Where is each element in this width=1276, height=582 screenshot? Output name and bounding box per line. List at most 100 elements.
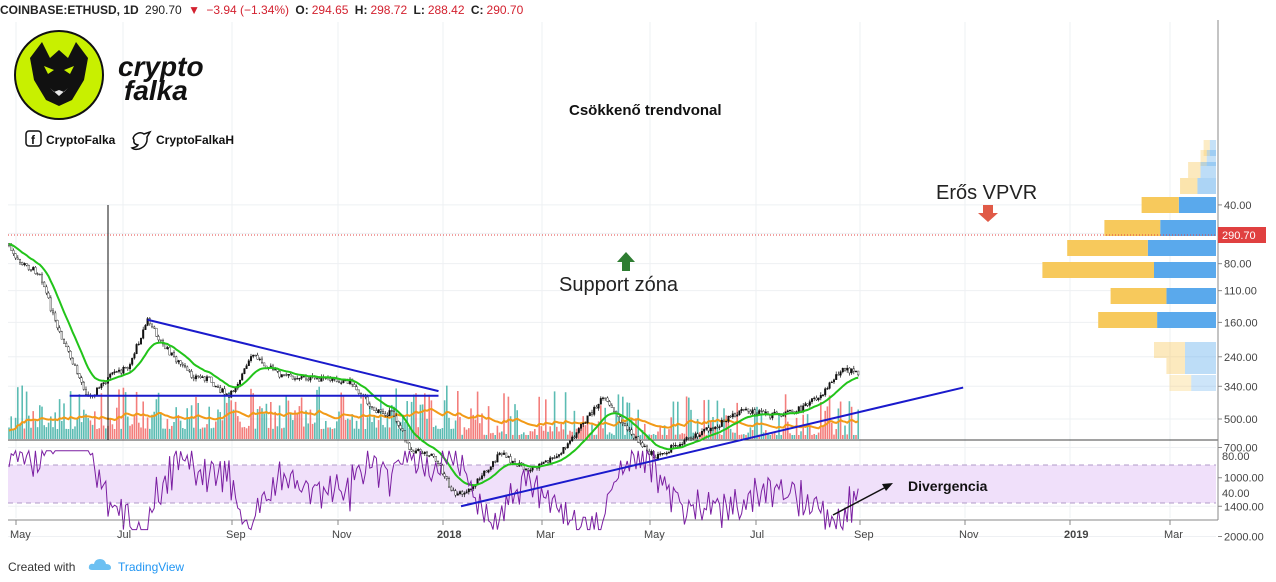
volume-bar (98, 428, 100, 439)
candle-body (465, 491, 468, 494)
volume-bar (430, 400, 433, 439)
volume-bar (613, 434, 615, 439)
candle-body (720, 419, 723, 427)
volume-bar (243, 426, 246, 439)
brand-name-line1: crypto (118, 51, 204, 82)
candle-body (102, 382, 105, 385)
trendlines[interactable] (69, 318, 964, 508)
tradingview-link[interactable]: TradingView (118, 560, 185, 574)
candle-body (384, 413, 387, 416)
volume-bar (622, 396, 624, 439)
price-tick-label: 1000.00 (1224, 473, 1264, 485)
brand-logo: crypto falka (14, 30, 204, 120)
volume-bar (355, 420, 358, 439)
candle-body (448, 478, 451, 488)
candle-body (531, 467, 534, 471)
time-tick-label: Sep (226, 529, 246, 541)
candle-body (599, 398, 602, 405)
candle-body (117, 369, 120, 372)
divergence-annotation[interactable]: Divergencia (908, 478, 988, 494)
volume-bar (303, 426, 305, 439)
volume-bar (593, 434, 595, 439)
candle-body (382, 411, 385, 414)
candle-body (573, 436, 576, 438)
volume-bar (118, 389, 120, 439)
volume-bar (485, 434, 488, 439)
chart-canvas[interactable]: 3000.002000.001400.001000.00700.00500.00… (0, 20, 1276, 555)
candle-body (247, 360, 250, 366)
candle-body (47, 292, 50, 299)
volume-bar (344, 419, 347, 439)
candlesticks (7, 205, 860, 498)
symbol-label[interactable]: COINBASE:ETHUSD, 1D (0, 3, 139, 17)
candle-body (298, 378, 301, 380)
candle-body (289, 373, 292, 377)
candle-body (683, 439, 686, 445)
time-tick-label: Mar (1164, 529, 1183, 541)
volume-bar (65, 428, 67, 439)
candle-body (186, 366, 189, 371)
candle-body (621, 422, 624, 424)
candle-body (725, 420, 728, 423)
candle-body (98, 387, 101, 389)
candle-body (386, 415, 389, 417)
candle-body (659, 453, 662, 455)
volume-bar (771, 433, 774, 439)
vpvr-annotation[interactable]: Erős VPVR (936, 182, 1037, 204)
volume-bar (595, 434, 598, 439)
volume-bar (641, 430, 644, 439)
candle-body (232, 390, 235, 392)
volume-bar (582, 416, 584, 439)
price-tick-label: 1400.00 (1224, 501, 1264, 513)
candle-body (789, 409, 792, 412)
down-arrow-icon (978, 205, 998, 222)
volume-bar (487, 406, 490, 439)
candle-body (852, 368, 855, 372)
social-twitter[interactable]: CryptoFalkaH (130, 130, 234, 151)
candle-body (338, 381, 341, 383)
tradingview-logo-icon[interactable] (88, 556, 112, 580)
volume-bar (549, 426, 551, 439)
time-tick-label: Jul (117, 529, 131, 541)
volume-bar (120, 428, 122, 439)
volume-bar (701, 434, 703, 439)
candle-body (201, 376, 204, 378)
volume-bar (835, 429, 837, 439)
downtrend-annotation[interactable]: Csökkenő trendvonal (569, 102, 722, 119)
volume-bar (718, 434, 721, 439)
social-facebook[interactable]: f CryptoFalka (25, 130, 116, 147)
candle-body (241, 373, 244, 381)
time-tick-label: 2018 (437, 529, 461, 541)
candle-body (456, 493, 459, 496)
candle-body (135, 344, 138, 354)
volume-bar (558, 431, 560, 439)
time-axis[interactable]: May Jul Sep Nov 2018 Mar May Jul Sep Nov 2019 Mar (10, 520, 1183, 541)
candle-body (76, 365, 79, 374)
candle-body (443, 473, 446, 477)
volume-bar (377, 420, 380, 439)
candle-body (38, 273, 41, 276)
volume-bar (846, 434, 848, 439)
volume-bar (523, 432, 525, 439)
volume-bar (769, 434, 771, 439)
volume-ma-line (8, 407, 859, 432)
volume-bar (470, 408, 472, 439)
candle-body (841, 368, 844, 373)
candle-body (84, 389, 87, 395)
support-annotation[interactable]: Support zóna (559, 274, 679, 296)
candle-body (146, 318, 149, 326)
volume-bar (364, 428, 367, 439)
volume-bar (492, 432, 494, 439)
candle-body (208, 376, 211, 378)
time-tick-label: May (10, 529, 31, 541)
candle-body (432, 453, 435, 457)
volume-bar (586, 419, 589, 439)
volume-bar (410, 401, 413, 439)
volume-bar (133, 415, 136, 439)
volume-bar (179, 420, 182, 439)
vpvr-bar-up (1098, 312, 1158, 328)
vpvr-bar-up (1169, 375, 1192, 391)
twitter-handle: CryptoFalkaH (156, 133, 234, 147)
volume-bar (637, 409, 639, 439)
price-axis[interactable]: 3000.002000.001400.001000.00700.00500.00… (1218, 200, 1264, 555)
